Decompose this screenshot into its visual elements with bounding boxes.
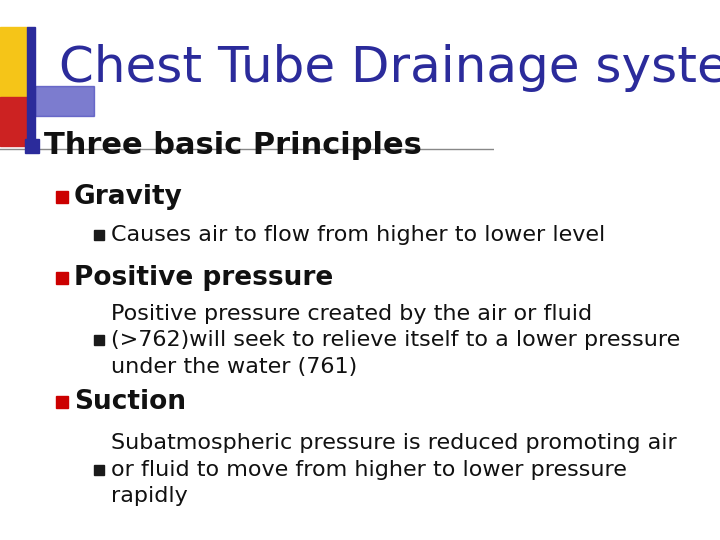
Text: Chest Tube Drainage system: Chest Tube Drainage system xyxy=(59,44,720,91)
Bar xyxy=(0,97,27,146)
Text: Positive pressure created by the air or fluid
(>762)will seek to relieve itself : Positive pressure created by the air or … xyxy=(111,304,680,376)
Text: Positive pressure: Positive pressure xyxy=(74,265,333,291)
Text: Causes air to flow from higher to lower level: Causes air to flow from higher to lower … xyxy=(111,225,606,245)
Bar xyxy=(27,27,35,146)
Bar xyxy=(35,86,94,116)
Text: Three basic Principles: Three basic Principles xyxy=(45,131,423,160)
Text: Gravity: Gravity xyxy=(74,184,183,210)
Text: Subatmospheric pressure is reduced promoting air
or fluid to move from higher to: Subatmospheric pressure is reduced promo… xyxy=(111,434,677,506)
Bar xyxy=(0,27,27,97)
Text: Suction: Suction xyxy=(74,389,186,415)
